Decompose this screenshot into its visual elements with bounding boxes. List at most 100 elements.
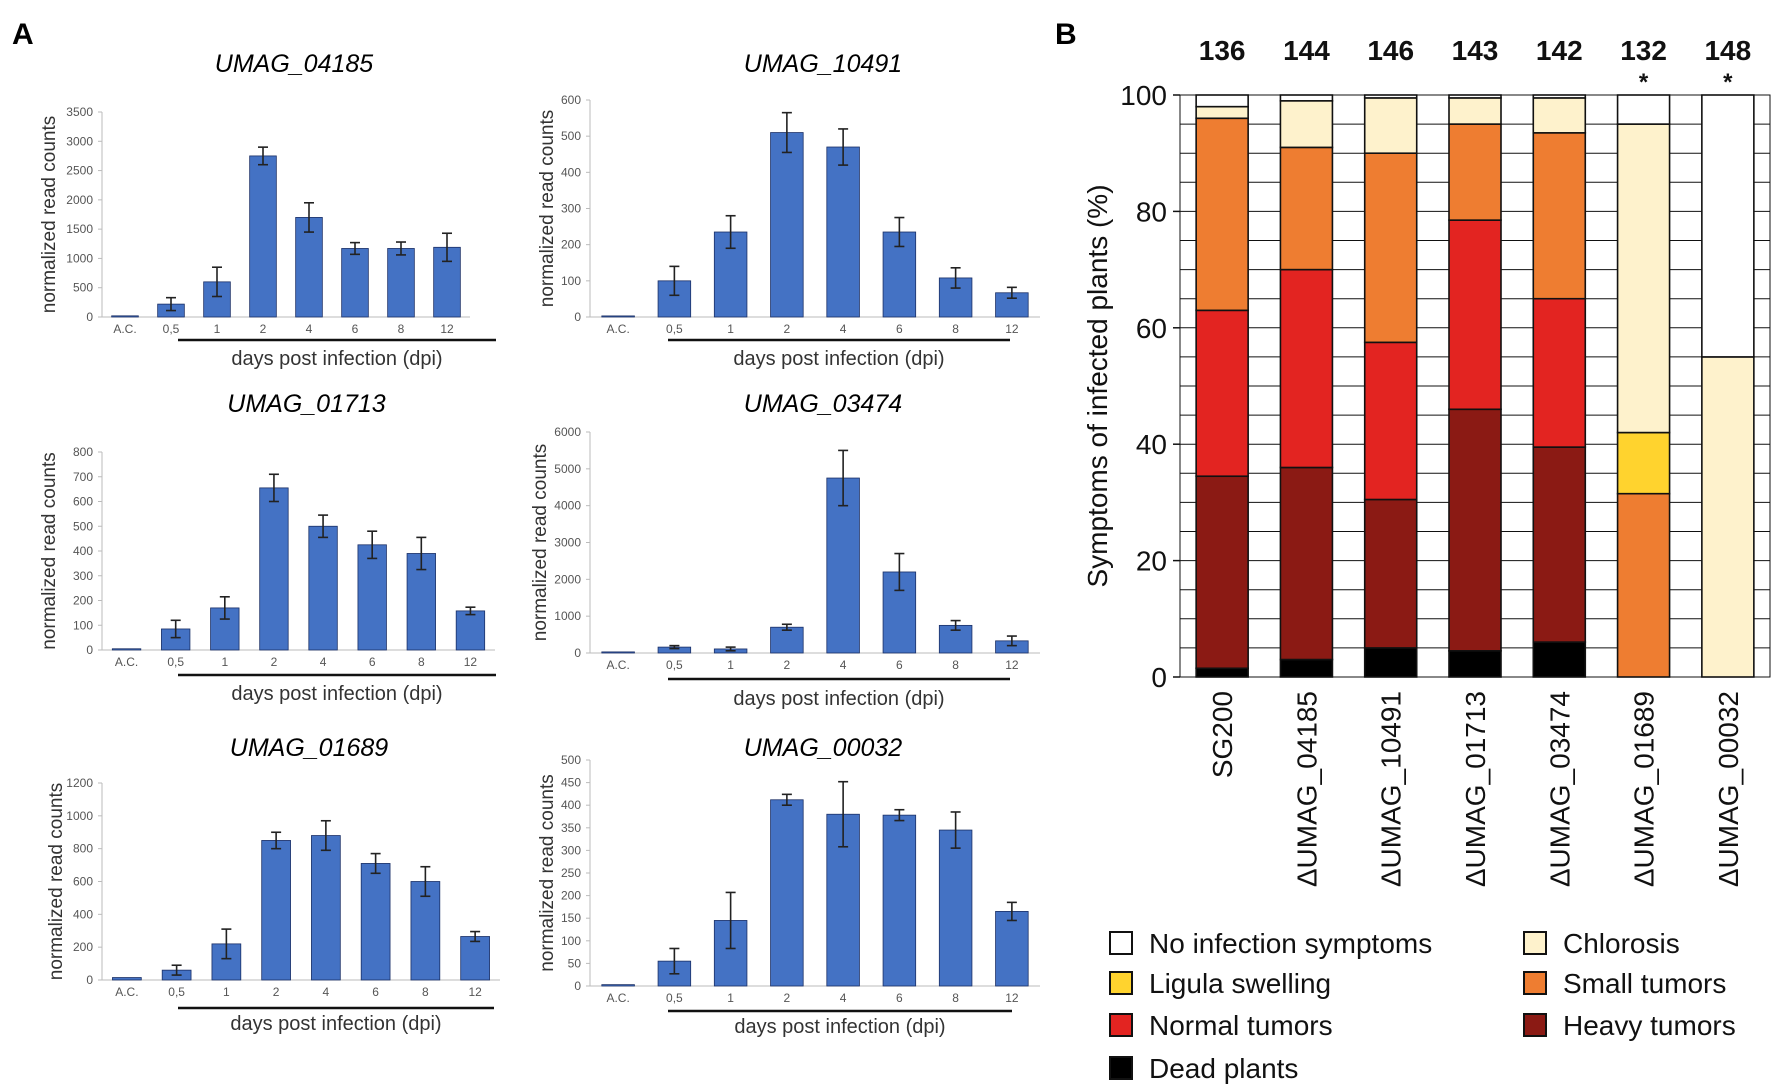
- x-tick-label: 0,5: [666, 322, 683, 336]
- y-tick-label: 0: [86, 310, 93, 324]
- stack-segment: [1363, 94, 1418, 99]
- x-axis-label: days post infection (dpi): [230, 1013, 441, 1035]
- x-tick-label: 6: [352, 322, 359, 336]
- y-tick-label: 200: [73, 940, 93, 954]
- bar: [770, 132, 804, 318]
- chart-title: UMAG_01689: [230, 734, 389, 762]
- bar: [259, 487, 289, 651]
- legend-label: Dead plants: [1149, 1053, 1298, 1084]
- y-tick-label: 1500: [66, 222, 93, 236]
- bar: [249, 155, 277, 318]
- x-tick-label: 2: [784, 322, 791, 336]
- x-tick-label: A.C.: [606, 991, 629, 1005]
- y-tick-label: 600: [73, 875, 93, 889]
- stack-segment: [1195, 309, 1249, 478]
- sample-count: 144: [1283, 35, 1330, 66]
- x-tick-label: 2: [784, 991, 791, 1005]
- x-tick-label: 12: [440, 322, 454, 336]
- y-tick-label: 5000: [554, 462, 581, 476]
- stack-segment: [1195, 475, 1249, 670]
- stack-segment: [1448, 219, 1502, 411]
- bar: [387, 248, 415, 318]
- x-axis-label: days post infection (dpi): [231, 683, 442, 705]
- legend-swatch: [1109, 971, 1133, 995]
- x-tick-label: 0,5: [666, 658, 683, 672]
- y-axis-label: normalized read counts: [537, 110, 558, 308]
- x-tick-label: 1: [727, 991, 734, 1005]
- stack-segment: [1363, 498, 1418, 649]
- x-tick-label: 8: [952, 991, 959, 1005]
- chart-title: UMAG_03474: [744, 390, 902, 418]
- stack-segment: [1616, 492, 1671, 678]
- y-tick-label: 2500: [66, 164, 93, 178]
- y-tick-label: 400: [73, 544, 93, 558]
- x-tick-label: 4: [306, 322, 313, 336]
- y-tick-label: 20: [1136, 546, 1167, 577]
- x-tick-label: 4: [840, 991, 847, 1005]
- bar: [826, 146, 860, 318]
- sample-count: 142: [1536, 35, 1583, 66]
- category-label: ΔUMAG_00032: [1713, 691, 1744, 887]
- category-label: ΔUMAG_10491: [1376, 691, 1407, 887]
- x-tick-label: 2: [260, 322, 267, 336]
- y-tick-label: 2000: [554, 572, 581, 586]
- stack-segment: [1448, 650, 1502, 678]
- x-tick-label: 0,5: [666, 991, 683, 1005]
- y-tick-label: 150: [561, 911, 581, 925]
- category-label: ΔUMAG_03474: [1544, 691, 1575, 887]
- x-tick-label: 12: [464, 655, 478, 669]
- x-tick-label: 2: [271, 655, 278, 669]
- x-tick-label: 12: [1005, 322, 1019, 336]
- stack-segment: [1448, 97, 1502, 125]
- panel-label-b: B: [1055, 18, 1077, 51]
- y-tick-label: 400: [73, 907, 93, 921]
- x-tick-label: 8: [418, 655, 425, 669]
- bar: [112, 977, 142, 981]
- bar: [203, 281, 231, 318]
- y-tick-label: 500: [561, 753, 581, 767]
- x-tick-label: 12: [468, 985, 482, 999]
- x-tick-label: A.C.: [115, 655, 138, 669]
- y-tick-label: 2000: [66, 193, 93, 207]
- x-tick-label: 1: [727, 658, 734, 672]
- x-tick-label: A.C.: [606, 658, 629, 672]
- legend-label: Small tumors: [1563, 968, 1726, 999]
- stack-segment: [1616, 94, 1671, 125]
- bar-chart-2: UMAG_10491 0 100 200 300 400 500 600normalized …: [537, 50, 1040, 370]
- stack-segment: [1279, 146, 1334, 271]
- x-tick-label: 6: [896, 658, 903, 672]
- bar-chart-1: UMAG_04185 0 500 1000 1500 2000 2500 3000 3500 no…: [39, 50, 496, 370]
- bar: [995, 911, 1029, 987]
- bar: [357, 544, 387, 651]
- y-axis-label: normalized read counts: [39, 116, 60, 314]
- y-tick-label: 250: [561, 866, 581, 880]
- x-tick-label: 0,5: [168, 985, 185, 999]
- x-tick-label: 1: [727, 322, 734, 336]
- y-tick-label: 100: [561, 274, 581, 288]
- x-tick-label: 2: [273, 985, 280, 999]
- bar: [311, 835, 341, 981]
- significance-asterisk: *: [1723, 69, 1733, 96]
- y-axis-label: normalized read counts: [537, 774, 558, 972]
- x-tick-label: 6: [896, 991, 903, 1005]
- stack-segment: [1363, 152, 1418, 344]
- stack-segment: [1363, 97, 1418, 155]
- bar: [460, 936, 490, 981]
- y-axis-label: normalized read counts: [39, 452, 60, 650]
- bar: [341, 248, 369, 318]
- legend-swatch: [1523, 931, 1547, 955]
- y-tick-label: 800: [73, 842, 93, 856]
- y-axis-label: Symptoms of infected plants (%): [1082, 184, 1113, 587]
- y-tick-label: 200: [561, 889, 581, 903]
- stack-segment: [1532, 446, 1587, 643]
- x-tick-label: 2: [784, 658, 791, 672]
- y-tick-label: 60: [1136, 313, 1167, 344]
- y-tick-label: 1200: [66, 776, 93, 790]
- panel-b-stacked-chart: 0 20 40 60 80 100 Symptoms of infected plants …: [1082, 35, 1771, 887]
- y-tick-label: 3000: [66, 134, 93, 148]
- y-tick-label: 1000: [66, 809, 93, 823]
- bar: [826, 477, 860, 654]
- stack-segment: [1363, 647, 1418, 678]
- y-tick-label: 200: [73, 594, 93, 608]
